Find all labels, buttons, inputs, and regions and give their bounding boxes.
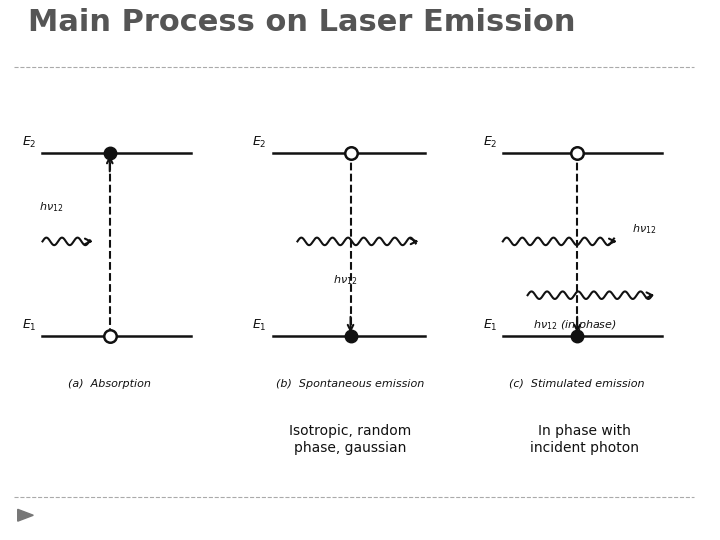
Polygon shape <box>18 509 33 521</box>
Text: $\it{E}_2$: $\it{E}_2$ <box>22 135 37 150</box>
Text: $h\nu_{12}$ (in phase): $h\nu_{12}$ (in phase) <box>533 319 616 332</box>
Text: $\it{E}_2$: $\it{E}_2$ <box>253 135 267 150</box>
Text: $\it{E}_1$: $\it{E}_1$ <box>22 318 37 333</box>
Text: (b)  Spontaneous emission: (b) Spontaneous emission <box>276 379 425 389</box>
Text: (a)  Absorption: (a) Absorption <box>68 379 151 389</box>
Text: (c)  Stimulated emission: (c) Stimulated emission <box>510 379 645 389</box>
Text: $h\nu_{12}$: $h\nu_{12}$ <box>632 222 657 236</box>
Text: Isotropic, random
phase, gaussian: Isotropic, random phase, gaussian <box>289 424 412 455</box>
Text: $h\nu_{12}$: $h\nu_{12}$ <box>333 274 358 287</box>
Text: $\it{E}_1$: $\it{E}_1$ <box>252 318 267 333</box>
Text: $\it{E}_1$: $\it{E}_1$ <box>482 318 497 333</box>
Text: Main Process on Laser Emission: Main Process on Laser Emission <box>28 8 576 37</box>
Text: $h\nu_{12}$: $h\nu_{12}$ <box>39 201 63 214</box>
Text: $\it{E}_2$: $\it{E}_2$ <box>482 135 497 150</box>
Text: In phase with
incident photon: In phase with incident photon <box>530 424 639 455</box>
